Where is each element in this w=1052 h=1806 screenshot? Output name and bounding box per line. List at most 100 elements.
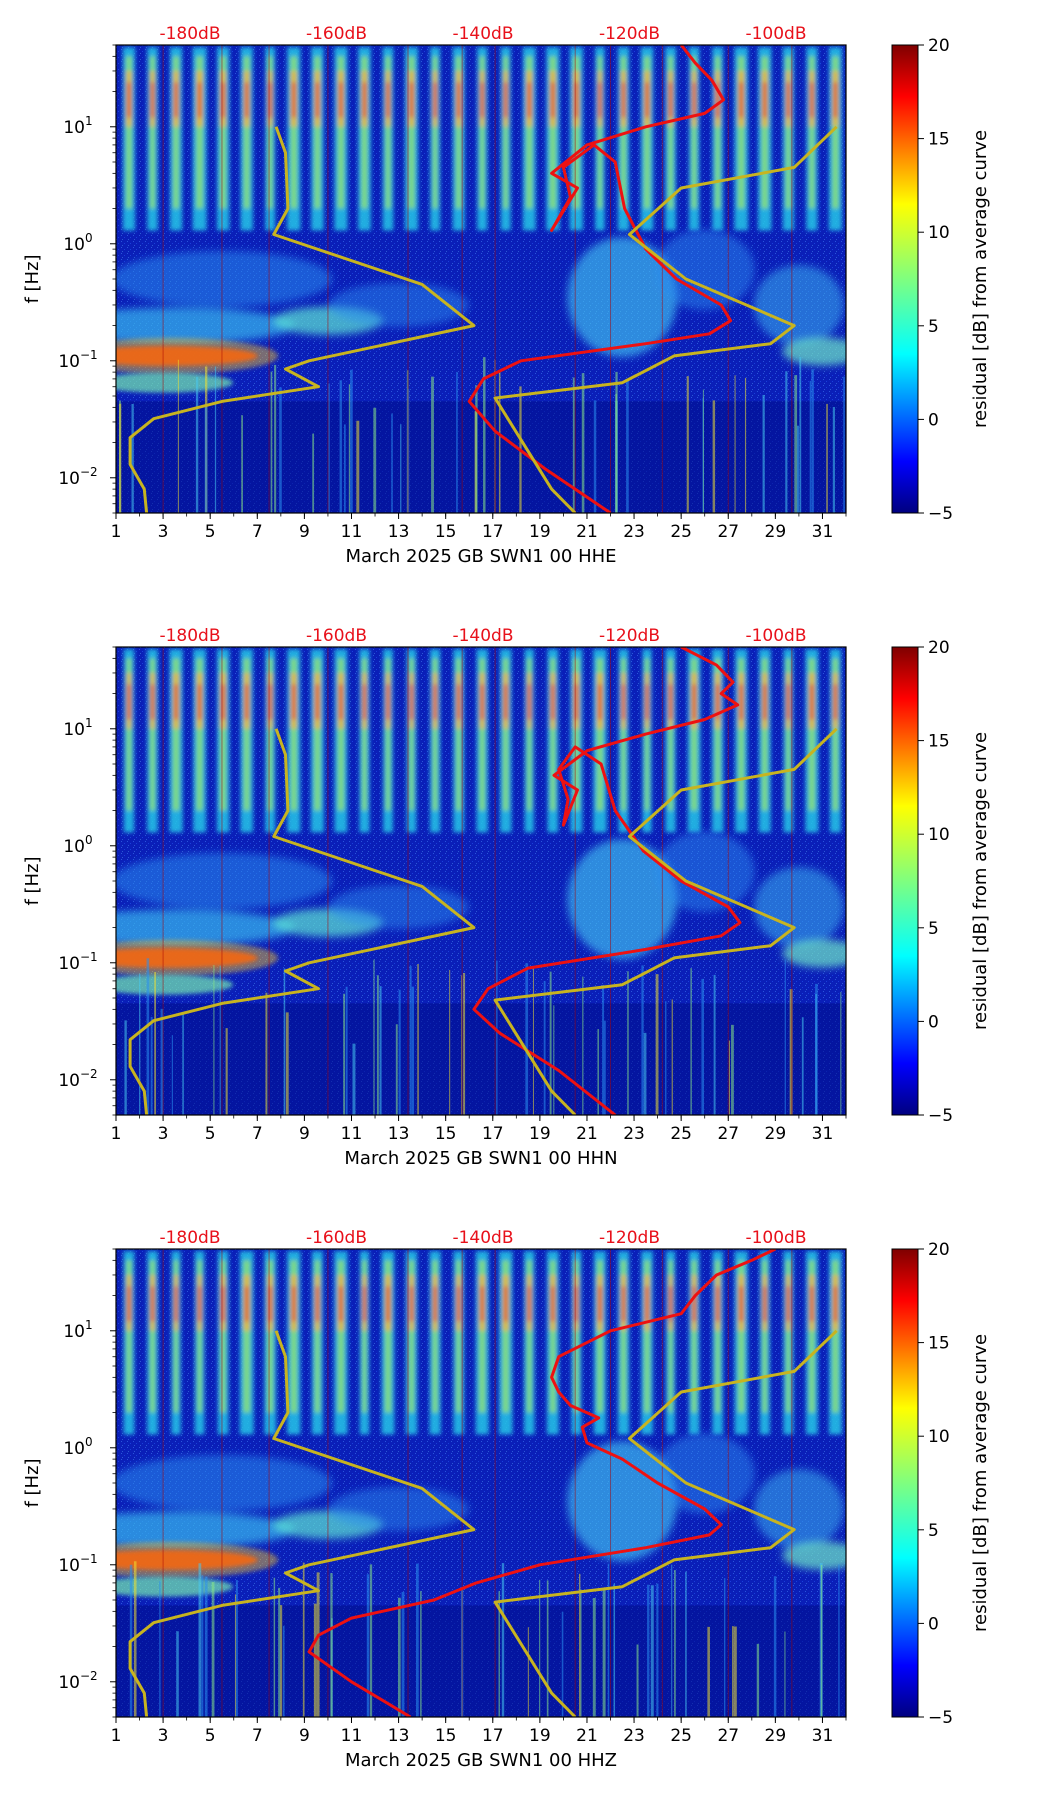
model-curve-line [493,125,838,513]
x-tick-label: 11 [341,1726,363,1746]
colorbar-tick-label: 15 [928,1334,950,1354]
average-curve-line [307,1249,777,1717]
x-tick-label: 19 [529,1124,551,1144]
top-db-label: -140dB [452,626,513,646]
colorbar-tick-label: 5 [928,317,939,337]
colorbar-tick-label: 0 [928,1614,939,1634]
x-axis-label: March 2025 GB SWN1 00 HHE [345,546,616,567]
colorbar-tick-label: 15 [928,130,950,150]
x-tick-label: 7 [252,1726,263,1746]
colorbar: 20 15 10 5 0 −5 [891,1240,953,1728]
colorbar-tick-label: 0 [928,410,939,430]
x-tick-label: 3 [158,1726,169,1746]
series-layer [128,1249,838,1717]
y-tick-label: 101 [63,114,92,138]
x-tick-label: 9 [299,1124,310,1144]
top-db-label: -160dB [306,626,367,646]
colorbar-tick-label: −5 [928,1106,953,1126]
y-tick-label: 100 [63,833,92,857]
series-layer [128,45,838,513]
x-tick-label: 5 [205,1124,216,1144]
x-tick-label: 11 [341,1124,363,1144]
colorbar-gradient [891,1248,919,1718]
panel-1: -180dB -160dB -140dB -120dB -100dB 1 3 5 7 9 11 13… [22,24,991,567]
colorbar: 20 15 10 5 0 −5 [891,638,953,1126]
x-tick-label: 23 [623,1124,645,1144]
colorbar-gradient [891,44,919,514]
y-tick-label: 100 [63,1435,92,1459]
colorbar-tick-label: 15 [928,732,950,752]
x-tick-label: 7 [252,522,263,542]
spectrogram-heatmap [116,1249,846,1717]
x-tick-label: 23 [623,1726,645,1746]
x-tick-label: 9 [299,522,310,542]
x-tick-label: 29 [765,1124,787,1144]
x-tick-label: 13 [388,522,410,542]
x-tick-label: 31 [812,522,834,542]
top-db-labels: -180dB -160dB -140dB -120dB -100dB [159,626,806,646]
colorbar-tick-label: 5 [928,1521,939,1541]
colorbar-tick-label: 20 [928,36,950,56]
top-db-label: -140dB [452,1228,513,1248]
x-tick-label: 25 [670,1726,692,1746]
y-tick-label: 10−1 [58,1552,97,1576]
x-tick-label: 21 [576,1726,598,1746]
x-tick-label: 3 [158,522,169,542]
x-tick-label: 31 [812,1726,834,1746]
x-tick-label: 11 [341,522,363,542]
y-tick-label: 10−2 [58,1669,97,1693]
x-tick-label: 17 [482,1124,504,1144]
x-tick-label: 3 [158,1124,169,1144]
x-tick-label: 1 [111,1726,122,1746]
colorbar-tick-label: −5 [928,504,953,524]
panel-2: -180dB -160dB -140dB -120dB -100dB 1 3 5 7 9 11 13… [22,626,991,1169]
x-tick-label: 21 [576,1124,598,1144]
x-tick-label: 5 [205,1726,216,1746]
spectrogram-heatmap [116,45,846,513]
colorbar-tick-label: 10 [928,223,950,243]
x-tick-label: 15 [435,1726,457,1746]
top-db-label: -160dB [306,1228,367,1248]
x-tick-label: 31 [812,1124,834,1144]
axes: 1 3 5 7 9 11 13 15 17 19 21 23 25 27 29 3110−210−110010… [58,1248,847,1746]
y-tick-label: 10−1 [58,348,97,372]
colorbar-label: residual [dB] from average curve [970,1334,991,1632]
x-tick-label: 25 [670,522,692,542]
y-tick-label: 100 [63,231,92,255]
top-db-label: -100dB [745,626,806,646]
y-axis-label: f [Hz] [22,1458,43,1507]
colorbar-tick-label: 10 [928,825,950,845]
y-axis-label: f [Hz] [22,856,43,905]
colorbar-tick-label: 5 [928,919,939,939]
top-db-label: -160dB [306,24,367,44]
x-tick-label: 25 [670,1124,692,1144]
colorbar-tick-label: 20 [928,638,950,658]
average-curve-line [472,647,742,1115]
x-tick-label: 19 [529,1726,551,1746]
x-tick-label: 29 [765,1726,787,1746]
x-tick-label: 17 [482,1726,504,1746]
x-tick-label: 17 [482,522,504,542]
x-tick-label: 15 [435,1124,457,1144]
panel-3: -180dB -160dB -140dB -120dB -100dB 1 3 5 7 9 11 13… [22,1228,991,1771]
top-db-label: -180dB [159,626,220,646]
x-tick-label: 29 [765,522,787,542]
x-tick-label: 7 [252,1124,263,1144]
x-tick-label: 27 [717,522,739,542]
x-axis-label: March 2025 GB SWN1 00 HHN [344,1148,617,1169]
series-layer [128,647,838,1115]
y-axis-label: f [Hz] [22,254,43,303]
x-tick-label: 15 [435,522,457,542]
y-tick-label: 101 [63,1318,92,1342]
x-tick-label: 5 [205,522,216,542]
top-db-labels: -180dB -160dB -140dB -120dB -100dB [159,24,806,44]
model-curve-line [128,126,476,513]
top-db-label: -120dB [599,1228,660,1248]
colorbar-tick-label: 0 [928,1012,939,1032]
top-db-label: -100dB [745,24,806,44]
x-tick-label: 1 [111,522,122,542]
colorbar-tick-label: −5 [928,1708,953,1728]
x-axis-label: March 2025 GB SWN1 00 HHZ [345,1750,617,1771]
y-tick-label: 101 [63,716,92,740]
